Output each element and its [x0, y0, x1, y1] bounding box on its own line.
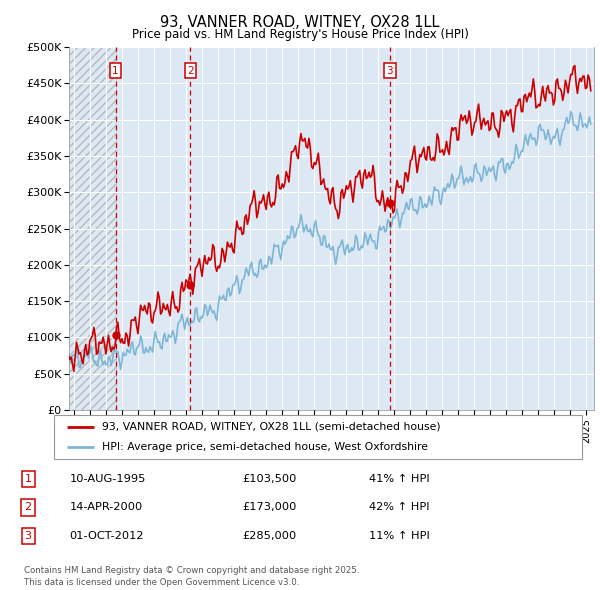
- Text: 1: 1: [25, 474, 32, 484]
- Text: 10-AUG-1995: 10-AUG-1995: [70, 474, 146, 484]
- Text: £103,500: £103,500: [242, 474, 297, 484]
- Text: Price paid vs. HM Land Registry's House Price Index (HPI): Price paid vs. HM Land Registry's House …: [131, 28, 469, 41]
- Text: Contains HM Land Registry data © Crown copyright and database right 2025.: Contains HM Land Registry data © Crown c…: [24, 566, 359, 575]
- Text: £285,000: £285,000: [242, 531, 296, 540]
- Text: 3: 3: [25, 531, 32, 540]
- Text: 2: 2: [187, 66, 194, 76]
- Text: 3: 3: [386, 66, 393, 76]
- Text: HPI: Average price, semi-detached house, West Oxfordshire: HPI: Average price, semi-detached house,…: [101, 442, 428, 452]
- Text: 93, VANNER ROAD, WITNEY, OX28 1LL (semi-detached house): 93, VANNER ROAD, WITNEY, OX28 1LL (semi-…: [101, 422, 440, 432]
- Text: 42% ↑ HPI: 42% ↑ HPI: [369, 503, 430, 512]
- Text: 41% ↑ HPI: 41% ↑ HPI: [369, 474, 430, 484]
- Bar: [69, 47, 116, 410]
- Text: 93, VANNER ROAD, WITNEY, OX28 1LL: 93, VANNER ROAD, WITNEY, OX28 1LL: [160, 15, 440, 30]
- Text: 11% ↑ HPI: 11% ↑ HPI: [369, 531, 430, 540]
- Text: 01-OCT-2012: 01-OCT-2012: [70, 531, 144, 540]
- Text: 2: 2: [25, 503, 32, 512]
- Text: 1: 1: [112, 66, 119, 76]
- Text: This data is licensed under the Open Government Licence v3.0.: This data is licensed under the Open Gov…: [24, 578, 299, 587]
- FancyBboxPatch shape: [54, 415, 582, 459]
- Text: 14-APR-2000: 14-APR-2000: [70, 503, 143, 512]
- Bar: [69, 47, 116, 410]
- Text: £173,000: £173,000: [242, 503, 297, 512]
